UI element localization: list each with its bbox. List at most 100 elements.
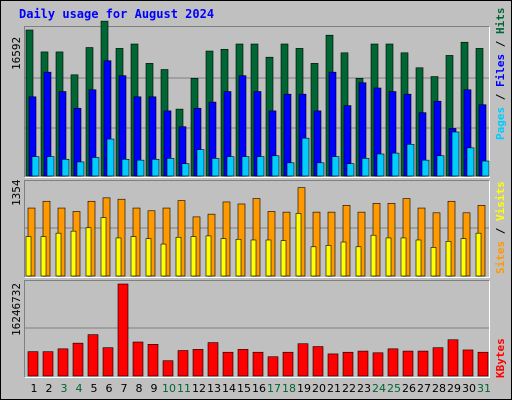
day-label-7: 7	[121, 382, 128, 395]
day-label-18: 18	[282, 382, 296, 395]
mid-sites-bar-26	[402, 198, 411, 277]
mid-sites-bar-23	[357, 211, 366, 277]
bot-kbytes-bar-16	[252, 351, 264, 377]
mid-visits-bar-27	[415, 239, 422, 277]
top-pages-bar-23	[361, 158, 370, 177]
day-label-26: 26	[402, 382, 416, 395]
top-pages-bar-24	[376, 153, 385, 177]
day-label-4: 4	[76, 382, 83, 395]
top-pages-bar-27	[421, 159, 430, 177]
bot-kbytes-bar-4	[72, 342, 84, 377]
day-label-13: 13	[207, 382, 221, 395]
day-label-29: 29	[447, 382, 461, 395]
top-pages-bar-1	[31, 156, 40, 177]
top-pages-bar-12	[196, 149, 205, 177]
mid-visits-bar-3	[55, 232, 62, 277]
bot-kbytes-bar-14	[222, 351, 234, 377]
bot-kbytes-bar-12	[192, 349, 204, 377]
bot-kbytes-bar-15	[237, 349, 249, 377]
day-label-24: 24	[372, 382, 386, 395]
bot-kbytes-bar-3	[57, 348, 69, 377]
mid-visits-bar-29	[445, 241, 452, 277]
mid-visits-bar-31	[475, 232, 482, 277]
mid-sites-bar-21	[327, 211, 336, 277]
mid-visits-bar-1	[25, 236, 32, 277]
top-pages-bar-31	[481, 160, 490, 177]
top-pages-bar-26	[406, 144, 415, 177]
mid-visits-bar-23	[355, 246, 362, 277]
mid-visits-bar-17	[265, 239, 272, 277]
mid-visits-bar-14	[220, 238, 227, 277]
top-pages-bar-14	[226, 156, 235, 177]
bot-kbytes-bar-5	[87, 334, 99, 377]
top-pages-bar-30	[466, 147, 475, 177]
day-label-1: 1	[31, 382, 38, 395]
day-label-22: 22	[342, 382, 356, 395]
day-label-9: 9	[151, 382, 158, 395]
mid-visits-bar-10	[160, 243, 167, 277]
bot-kbytes-bar-22	[342, 351, 354, 377]
top-pages-bar-6	[106, 138, 115, 177]
top-pages-bar-21	[331, 156, 340, 177]
bot-kbytes-bar-6	[102, 347, 114, 377]
bot-kbytes-bar-11	[177, 350, 189, 377]
top-pages-bar-29	[451, 131, 460, 177]
top-pages-bar-13	[211, 158, 220, 177]
bot-kbytes-bar-19	[297, 343, 309, 377]
mid-visits-bar-6	[100, 217, 107, 277]
bot-kbytes-bar-31	[477, 351, 489, 377]
bot-kbytes-bar-10	[162, 360, 174, 377]
bot-kbytes-bar-24	[372, 352, 384, 377]
mid-sites-bar-7	[117, 198, 126, 277]
top-pages-bar-15	[241, 156, 250, 177]
mid-visits-bar-30	[460, 238, 467, 277]
day-label-6: 6	[106, 382, 113, 395]
day-label-16: 16	[252, 382, 266, 395]
top-pages-bar-8	[136, 159, 145, 177]
mid-visits-bar-24	[370, 234, 377, 277]
mid-visits-bar-20	[310, 246, 317, 277]
top-pages-bar-2	[46, 156, 55, 177]
mid-visits-bar-26	[400, 237, 407, 277]
bot-kbytes-bar-17	[267, 356, 279, 377]
bot-kbytes-bar-30	[462, 349, 474, 377]
bot-kbytes-bar-29	[447, 339, 459, 377]
mid-visits-bar-28	[430, 247, 437, 277]
top-pages-bar-25	[391, 152, 400, 177]
day-label-21: 21	[327, 382, 341, 395]
day-label-3: 3	[61, 382, 68, 395]
mid-visits-bar-19	[295, 213, 302, 277]
bot-kbytes-bar-1	[27, 351, 39, 377]
mid-visits-bar-7	[115, 237, 122, 277]
day-label-31: 31	[477, 382, 491, 395]
top-pages-bar-10	[166, 158, 175, 177]
day-label-27: 27	[417, 382, 431, 395]
top-pages-bar-5	[91, 157, 100, 177]
day-label-14: 14	[222, 382, 236, 395]
top-pages-bar-7	[121, 158, 130, 177]
top-pages-bar-22	[346, 163, 355, 177]
bot-kbytes-bar-13	[207, 342, 219, 377]
top-pages-bar-3	[61, 158, 70, 177]
mid-sites-bar-10	[162, 207, 171, 277]
bot-kbytes-bar-18	[282, 351, 294, 377]
mid-visits-bar-12	[190, 236, 197, 277]
bot-kbytes-bar-2	[42, 351, 54, 377]
day-label-2: 2	[46, 382, 53, 395]
top-pages-bar-9	[151, 158, 160, 177]
mid-visits-bar-21	[325, 245, 332, 277]
mid-visits-bar-4	[70, 230, 77, 277]
bot-kbytes-bar-9	[147, 343, 159, 377]
bot-kbytes-bar-26	[402, 350, 414, 377]
top-pages-bar-20	[316, 162, 325, 177]
top-pages-bar-4	[76, 161, 85, 177]
day-label-5: 5	[91, 382, 98, 395]
day-label-10: 10	[162, 382, 176, 395]
day-label-30: 30	[462, 382, 476, 395]
day-label-28: 28	[432, 382, 446, 395]
day-label-25: 25	[387, 382, 401, 395]
day-label-23: 23	[357, 382, 371, 395]
mid-visits-bar-25	[385, 237, 392, 277]
mid-visits-bar-11	[175, 236, 182, 277]
